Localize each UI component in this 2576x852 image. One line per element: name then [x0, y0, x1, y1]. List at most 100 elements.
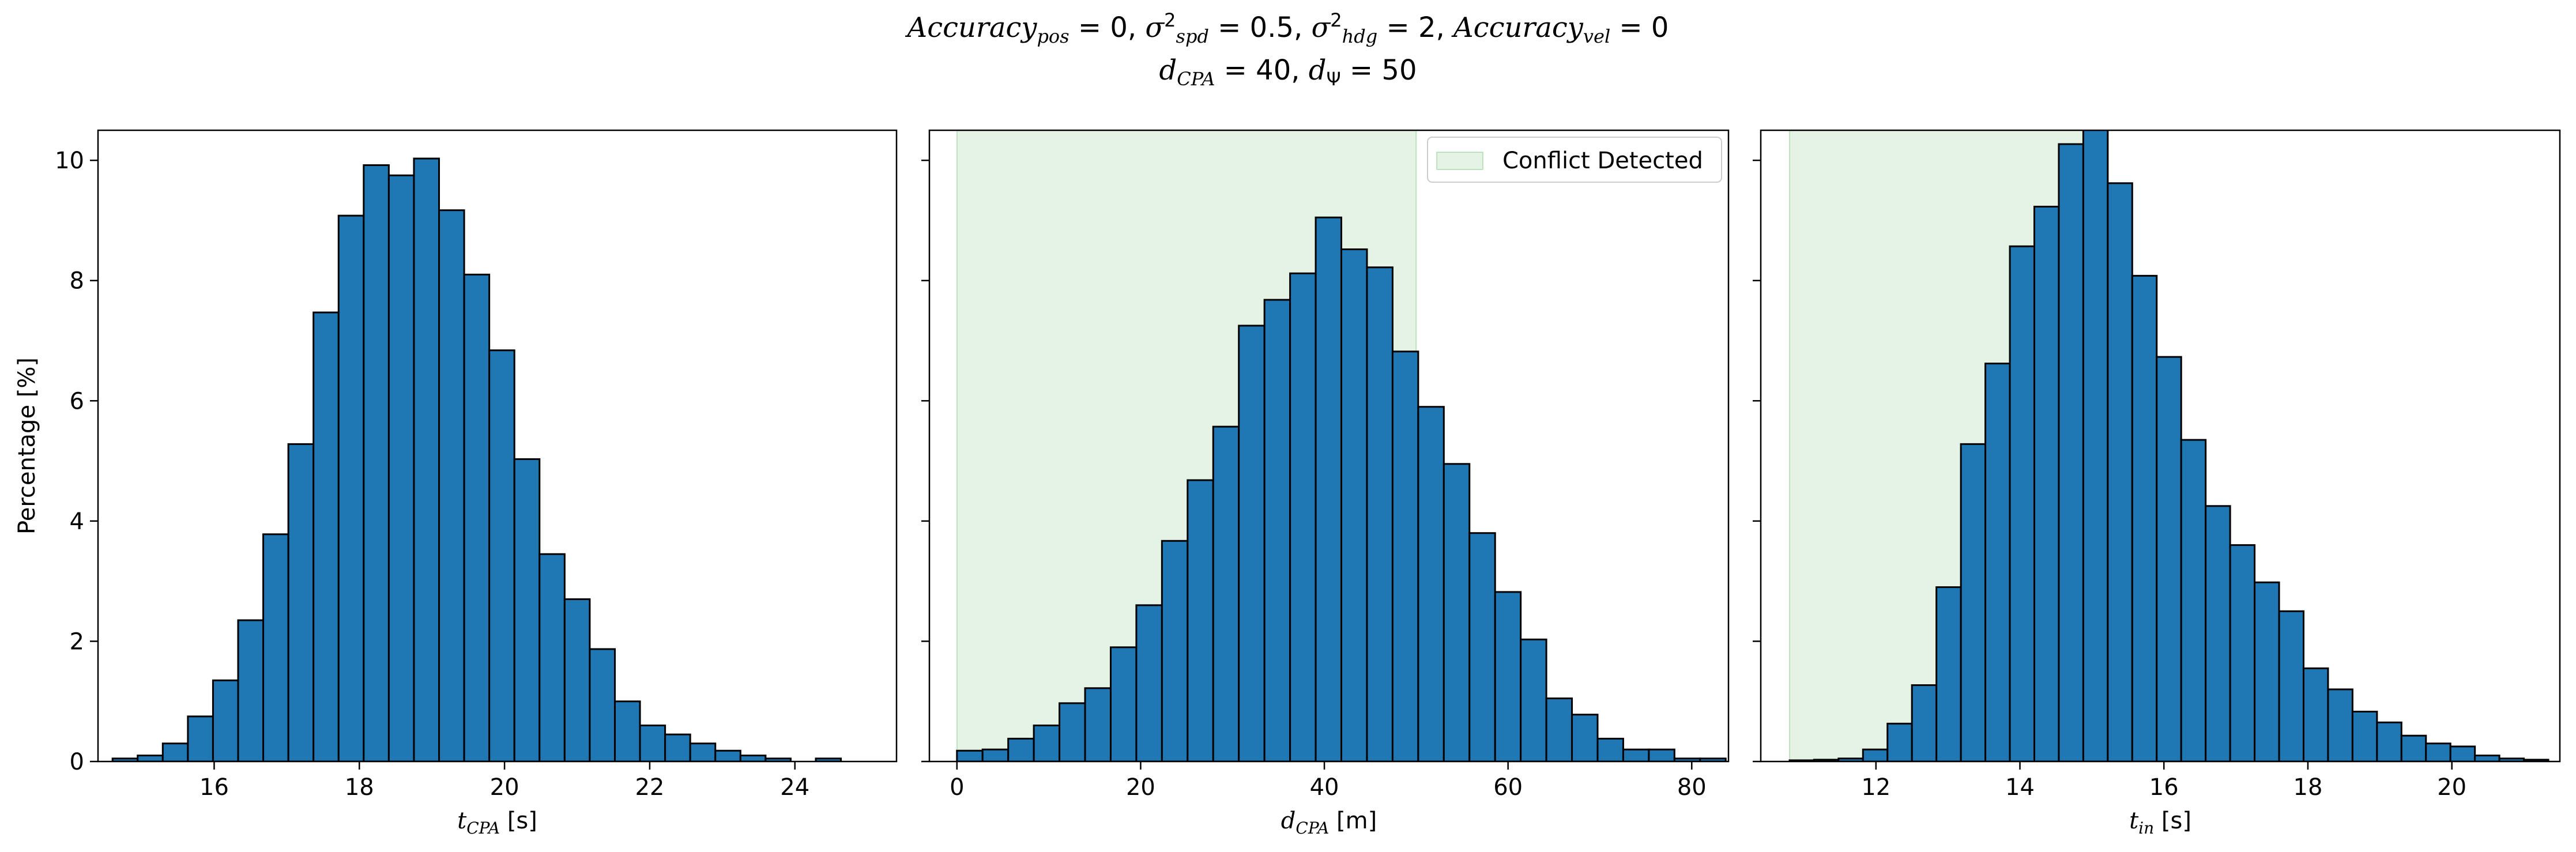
- bar: [1340, 248, 1368, 761]
- bar: [2400, 734, 2427, 761]
- x-axis-label: tCPA [s]: [457, 808, 537, 838]
- x-axis-label: tin [s]: [2129, 808, 2191, 838]
- panel-2: 0 20 40 60 80 dCPA [m] Conflict Detected: [921, 129, 1730, 838]
- bar: [2302, 667, 2329, 761]
- y-tick-label: 2: [70, 628, 84, 655]
- bar: [1059, 702, 1086, 761]
- bar: [2156, 356, 2182, 761]
- axes-frame: [97, 129, 898, 763]
- bar: [764, 757, 792, 761]
- bar: [2205, 505, 2231, 761]
- bar: [1960, 443, 1987, 761]
- x-axis-label: dCPA [m]: [1281, 808, 1377, 838]
- legend-box: [1427, 137, 1722, 183]
- bar: [2523, 759, 2549, 761]
- bar: [1033, 724, 1061, 761]
- bar: [1494, 591, 1522, 761]
- bar: [1699, 757, 1727, 761]
- bar: [1911, 684, 1938, 761]
- axes-frame: [928, 129, 1730, 763]
- bar: [1984, 363, 2011, 761]
- legend-label: Conflict Detected: [1502, 148, 1703, 174]
- bar: [1007, 737, 1035, 761]
- bar: [664, 733, 691, 761]
- bar: [438, 209, 465, 761]
- bar: [2254, 581, 2280, 761]
- bar: [137, 755, 164, 761]
- bar: [2009, 245, 2035, 761]
- bar: [212, 679, 239, 761]
- x-tick-label: 18: [345, 774, 374, 801]
- x-tick-label: 20: [1126, 774, 1155, 801]
- x-tick-label: 60: [1493, 774, 1523, 801]
- bar: [2180, 439, 2207, 761]
- bar: [1935, 586, 1962, 761]
- bars: [956, 216, 1727, 761]
- bar: [237, 619, 265, 761]
- bar: [2278, 610, 2304, 761]
- bar: [1468, 532, 1496, 761]
- bar: [2376, 721, 2402, 761]
- bar: [1596, 737, 1624, 761]
- x-tick-label: 20: [490, 774, 519, 801]
- x-tick-label: 24: [780, 774, 809, 801]
- bars: [1788, 130, 2549, 761]
- bar: [1084, 687, 1112, 761]
- panel-3: 12 14 16 18 20 tin [s]: [1753, 129, 2561, 838]
- x-tick-label: 12: [1861, 774, 1890, 801]
- bar: [714, 749, 741, 761]
- legend-swatch: [1436, 152, 1483, 170]
- bar: [161, 742, 189, 761]
- bars: [111, 157, 842, 761]
- bar: [1571, 714, 1599, 761]
- bar: [1886, 722, 1913, 761]
- x-tick-label: 16: [199, 774, 229, 801]
- bar: [2425, 742, 2451, 761]
- bar: [262, 533, 289, 761]
- bar: [2107, 182, 2133, 761]
- bar: [513, 458, 541, 761]
- bar: [563, 598, 591, 761]
- bar: [981, 748, 1010, 761]
- bar: [1161, 540, 1189, 761]
- bar: [1622, 748, 1650, 761]
- bar: [1520, 638, 1547, 761]
- bar: [739, 755, 767, 761]
- bar: [1315, 216, 1343, 761]
- bar: [287, 443, 315, 761]
- bar: [538, 553, 566, 761]
- bar: [2229, 544, 2256, 761]
- bar: [187, 715, 214, 761]
- y-tick-label: 10: [55, 148, 84, 174]
- y-tick-label: 8: [70, 268, 84, 295]
- bar: [1109, 646, 1138, 761]
- bar: [1545, 698, 1573, 761]
- x-tick-label: 22: [635, 774, 664, 801]
- bar: [689, 742, 717, 761]
- bar: [2351, 710, 2378, 761]
- bar: [613, 700, 641, 761]
- x-tick-label: 80: [1677, 774, 1707, 801]
- x-tick-label: 40: [1310, 774, 1339, 801]
- x-tick-label: 16: [2149, 774, 2179, 801]
- bar: [1135, 604, 1163, 761]
- bar: [337, 214, 365, 761]
- y-axis-label: Percentage [%]: [14, 357, 40, 534]
- bar: [387, 174, 415, 761]
- bar: [2474, 755, 2500, 761]
- x-tick-label: 0: [950, 774, 964, 801]
- bar: [1366, 266, 1394, 761]
- bar: [1417, 406, 1445, 761]
- axes-frame: [1760, 129, 2561, 763]
- chart-title-line1: Accuracypos = 0, σ2spd = 0.5, σ2hdg = 2,…: [907, 9, 1669, 47]
- bar: [2449, 745, 2476, 761]
- y-tick-label: 0: [70, 749, 84, 775]
- bar: [589, 648, 616, 761]
- bar: [2131, 274, 2158, 761]
- chart-title-line2: dCPA = 40, dΨ = 50: [1159, 54, 1417, 90]
- y-tick-label: 6: [70, 388, 84, 414]
- bar: [1263, 299, 1291, 761]
- bar: [463, 273, 491, 761]
- bar: [956, 749, 984, 761]
